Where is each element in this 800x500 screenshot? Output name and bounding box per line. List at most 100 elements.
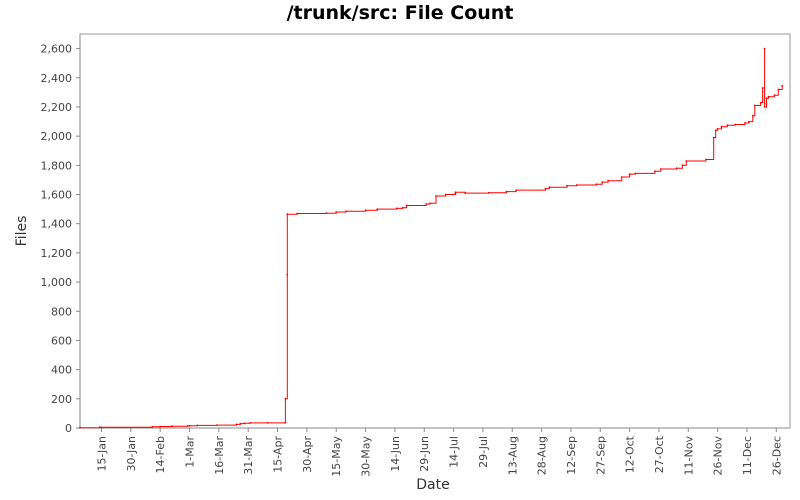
data-point <box>171 425 173 428</box>
data-point <box>364 209 367 212</box>
data-point <box>286 273 289 276</box>
data-point <box>425 203 428 205</box>
data-point <box>345 210 347 213</box>
y-tick-label: 1,400 <box>41 218 73 231</box>
x-tick-label: 15-Apr <box>272 436 285 473</box>
x-tick-label: 30-Apr <box>301 436 314 473</box>
data-point <box>751 114 754 117</box>
data-point <box>753 104 756 107</box>
x-tick-label: 15-Jan <box>96 436 109 472</box>
data-point <box>634 172 637 175</box>
data-point <box>781 84 784 87</box>
x-tick-label: 27-Oct <box>653 435 666 473</box>
data-point <box>712 136 715 139</box>
x-tick-label: 14-Jun <box>389 436 402 472</box>
data-point <box>376 208 379 211</box>
data-point <box>505 190 508 193</box>
y-tick-label: 200 <box>51 393 72 406</box>
data-point <box>773 94 776 97</box>
data-point <box>188 424 191 427</box>
x-tick-label: 28-Aug <box>536 436 549 475</box>
data-point <box>98 426 101 429</box>
series-layer <box>79 47 784 429</box>
data-point <box>601 181 604 184</box>
data-point <box>705 158 707 161</box>
data-point <box>487 191 490 194</box>
y-axis-title: Files <box>14 216 30 247</box>
data-point <box>726 124 729 127</box>
data-point <box>654 170 656 173</box>
data-point <box>405 204 408 207</box>
data-point <box>286 213 289 216</box>
y-tick-label: 2,400 <box>41 72 73 85</box>
data-point <box>396 207 398 210</box>
y-tick-label: 800 <box>51 305 72 318</box>
data-point <box>296 212 298 215</box>
data-point <box>151 425 154 428</box>
data-point <box>759 101 762 104</box>
x-tick-label: 16-Mar <box>213 436 226 475</box>
x-tick-label: 31-Mar <box>242 436 255 475</box>
x-tick-label: 12-Sep <box>565 436 578 475</box>
x-tick-label: 11-Nov <box>682 436 695 476</box>
data-point <box>454 192 457 195</box>
series-line <box>80 48 783 429</box>
y-tick-label: 2,000 <box>41 130 73 143</box>
data-point <box>777 88 780 91</box>
data-point <box>239 422 242 425</box>
data-point <box>100 426 103 429</box>
data-point <box>607 179 609 182</box>
x-tick-label: 27-Sep <box>594 436 607 475</box>
x-tick-label: 26-Nov <box>712 436 725 476</box>
x-tick-label: 13-Aug <box>506 436 519 475</box>
y-tick-label: 2,200 <box>41 101 73 114</box>
x-tick-label: 30-May <box>360 436 373 477</box>
data-point <box>266 422 269 424</box>
data-point <box>767 95 770 98</box>
data-point <box>761 87 764 89</box>
x-tick-label: 14-Jul <box>448 436 461 468</box>
y-tick-label: 600 <box>51 334 72 347</box>
data-point <box>464 192 467 195</box>
x-tick-label: 29-Jun <box>418 436 431 472</box>
x-tick-label: 14-Feb <box>154 436 167 473</box>
y-tick-label: 2,600 <box>41 43 73 56</box>
y-tick-label: 1,200 <box>41 247 73 260</box>
data-point <box>716 127 719 130</box>
data-point <box>335 211 338 213</box>
x-tick-label: 15-May <box>330 436 343 477</box>
data-point <box>429 202 431 205</box>
y-tick-label: 1,600 <box>41 189 73 202</box>
y-axis: 0 200 400 600 800 1,000 1,200 1,400 1,600 1,800 2,… <box>41 34 81 435</box>
data-point <box>196 424 199 427</box>
data-point <box>544 187 547 190</box>
data-point <box>765 97 768 100</box>
data-point <box>575 184 578 186</box>
data-point <box>595 183 598 186</box>
data-point <box>186 425 189 427</box>
data-point <box>444 193 447 196</box>
data-point <box>79 426 81 429</box>
y-tick-label: 0 <box>65 422 72 435</box>
data-point <box>216 424 218 426</box>
data-point <box>284 397 287 400</box>
data-point <box>401 206 404 209</box>
x-axis: 15-Jan 30-Jan 14-Feb 1-Mar 16-Mar 31-Mar 15-Ap… <box>80 427 790 477</box>
data-point <box>566 184 568 187</box>
data-point <box>714 129 717 132</box>
data-point <box>681 164 684 167</box>
y-tick-label: 1,000 <box>41 276 73 289</box>
data-point <box>548 186 551 189</box>
data-point <box>765 103 768 105</box>
data-point <box>744 122 746 124</box>
data-point <box>235 423 238 426</box>
data-point <box>763 106 766 108</box>
data-point <box>325 212 328 215</box>
data-point <box>435 195 437 197</box>
x-tick-label: 11-Dec <box>741 436 754 475</box>
data-point <box>675 167 678 170</box>
x-axis-title: Date <box>416 477 449 493</box>
data-point <box>515 189 518 192</box>
data-point <box>628 173 631 176</box>
